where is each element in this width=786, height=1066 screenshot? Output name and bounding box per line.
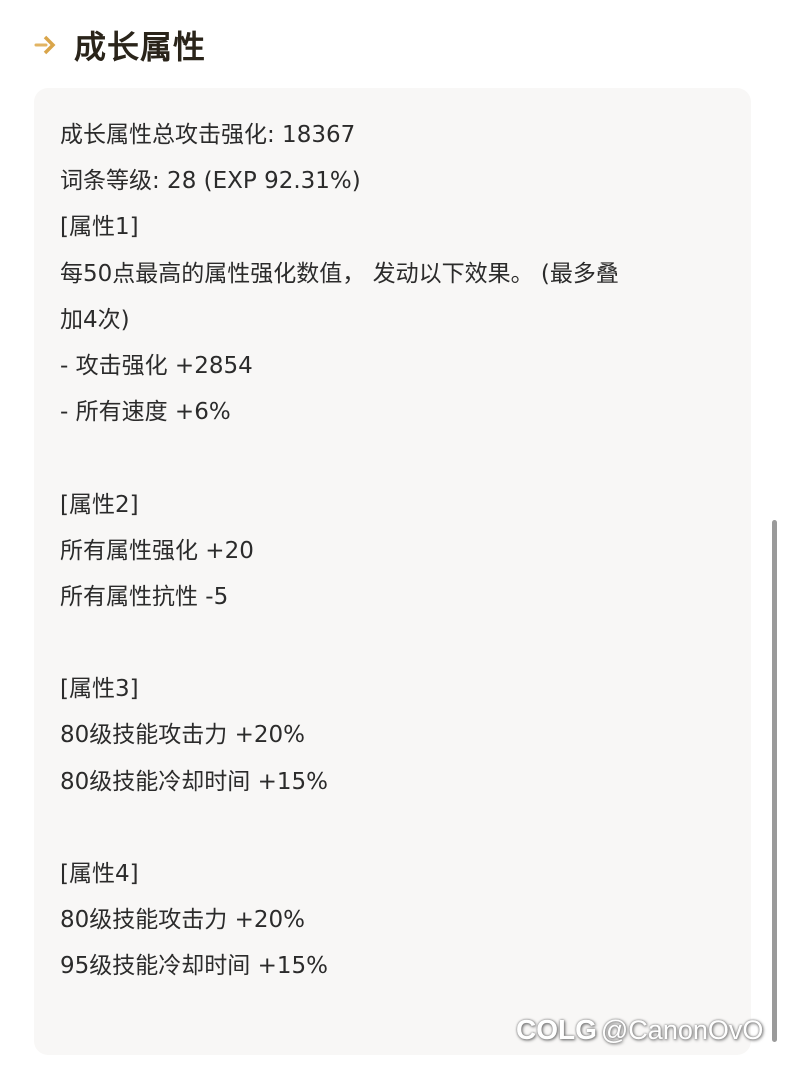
watermark: COLG @CanonOvO xyxy=(516,1014,763,1046)
attribute-text: 成长属性总攻击强化: 18367 词条等级: 28 (EXP 92.31%) [属性… xyxy=(60,112,730,990)
text-line: 80级技能冷却时间 +15% xyxy=(60,768,328,795)
text-line: 每50点最高的属性强化数值， 发动以下效果。 (最多叠 xyxy=(60,260,619,287)
text-line: 所有属性抗性 -5 xyxy=(60,583,229,610)
text-line: 95级技能冷却时间 +15% xyxy=(60,953,328,980)
text-line: 80级技能攻击力 +20% xyxy=(60,722,305,749)
scrollbar[interactable] xyxy=(772,520,777,1042)
watermark-handle: @CanonOvO xyxy=(600,1015,764,1045)
text-line: 80级技能攻击力 +20% xyxy=(60,907,305,934)
attribute-card: 成长属性总攻击强化: 18367 词条等级: 28 (EXP 92.31%) [属性… xyxy=(34,88,751,1055)
blank-line xyxy=(60,435,730,481)
blank-line xyxy=(60,805,730,851)
blank-line xyxy=(60,620,730,666)
text-line: - 攻击强化 +2854 xyxy=(60,352,253,379)
text-line: 加4次) xyxy=(60,306,130,333)
text-line: 所有属性强化 +20 xyxy=(60,537,254,564)
text-line: [属性4] xyxy=(60,861,139,887)
section-title: 成长属性 xyxy=(74,28,207,66)
text-line: [属性1] xyxy=(60,214,139,241)
text-line: 成长属性总攻击强化: 18367 xyxy=(60,122,356,148)
text-line: - 所有速度 +6% xyxy=(60,399,231,426)
double-chevron-right-icon xyxy=(34,35,56,55)
text-line: 词条等级: 28 (EXP 92.31%) xyxy=(60,168,361,195)
section-header: 成长属性 xyxy=(34,22,206,68)
watermark-logo: COLG xyxy=(516,1014,597,1045)
text-line: [属性3] xyxy=(60,676,139,703)
text-line: [属性2] xyxy=(60,491,139,518)
